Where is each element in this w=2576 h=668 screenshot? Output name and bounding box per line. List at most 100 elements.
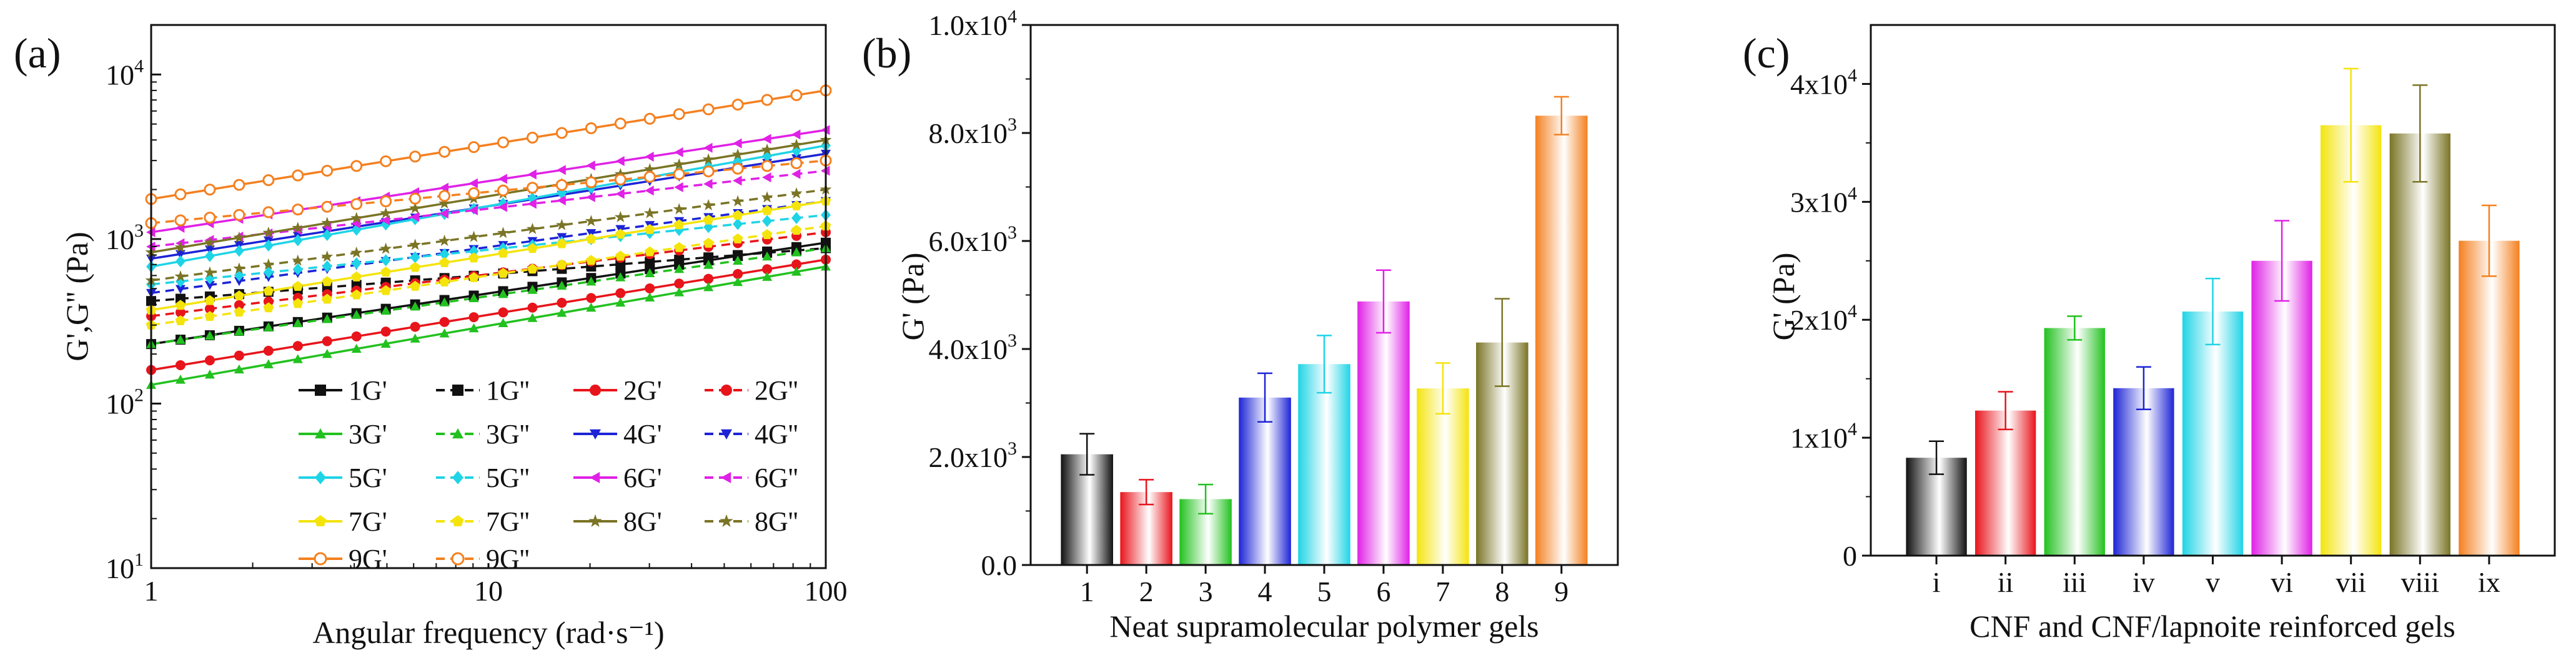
series-1-point-17 <box>645 257 655 267</box>
legend-entry-11: 6G'' <box>705 463 798 493</box>
series-10-point-22 <box>791 129 801 140</box>
series-5-point-20 <box>733 255 743 265</box>
series-12-point-15 <box>585 233 597 243</box>
a-ytick-base: 10 <box>106 223 134 255</box>
legend-label: 4G' <box>623 419 662 449</box>
c-bar-7 <box>2389 133 2450 556</box>
series-2-point-21 <box>762 264 773 275</box>
series-16-point-17 <box>643 112 656 125</box>
b-xtick-label-5: 6 <box>1376 576 1390 607</box>
legend-swatch-marker <box>590 385 601 396</box>
panel-a-legend: 1G' 1G'' 2G' 2G'' 3G' 3G'' 4G' 4G'' 5G' 5G'' 6G' 6G… <box>294 370 825 574</box>
a-ytick-exp: 3 <box>134 220 144 241</box>
legend-entry-12: 7G' <box>299 506 387 537</box>
series-12-point-1 <box>175 300 186 310</box>
a-ytick-label: 104 <box>106 56 144 91</box>
series-line-17 <box>151 159 826 225</box>
series-4-point-3 <box>234 364 244 374</box>
series-14-point-9 <box>409 202 422 214</box>
legend-swatch-marker <box>451 552 465 566</box>
legend-swatch-marker <box>315 471 326 484</box>
series-12-point-14 <box>557 238 567 248</box>
series-2-point-6 <box>322 336 332 346</box>
series-4-point-7 <box>351 343 362 353</box>
series-2-point-9 <box>410 322 420 332</box>
b-xtick-label-3: 4 <box>1258 576 1272 607</box>
series-17-point-8 <box>380 195 392 207</box>
series-16-point-22 <box>790 89 803 101</box>
series-4-point-4 <box>263 359 274 368</box>
series-16-point-7 <box>350 160 363 172</box>
legend-label: 8G' <box>623 506 662 537</box>
legend-entry-10: 6G' <box>573 463 662 493</box>
series-11-point-22 <box>791 169 801 179</box>
series-13-point-15 <box>585 255 597 265</box>
b-bar-3 <box>1239 397 1291 565</box>
series-15-point-15 <box>585 215 597 227</box>
c-ytick-exp: 4 <box>1848 301 1857 322</box>
series-2-point-4 <box>263 345 274 356</box>
series-12-point-12 <box>498 247 508 258</box>
legend-label: 3G' <box>349 419 387 449</box>
legend-entry-0: 1G' <box>299 375 387 406</box>
series-11-point-14 <box>557 195 566 206</box>
series-1-point-20 <box>733 250 743 260</box>
series-2-point-7 <box>351 331 362 341</box>
series-2-point-14 <box>557 298 567 308</box>
series-13-point-11 <box>468 272 479 282</box>
c-bar-4 <box>2182 312 2244 556</box>
panel-c-x-axis-label: CNF and CNF/lapnoite reinforced gels <box>1969 609 2455 644</box>
series-4-point-20 <box>733 277 743 287</box>
series-17-point-22 <box>790 157 803 170</box>
a-ytick-label: 103 <box>106 220 144 255</box>
legend-label: 6G'' <box>755 463 798 493</box>
series-16-point-9 <box>409 150 422 163</box>
b-ytick-times: x10 <box>964 333 1008 365</box>
legend-swatch-marker <box>315 428 326 439</box>
series-2-point-11 <box>468 312 479 323</box>
series-17-point-4 <box>262 206 275 219</box>
legend-label: 2G' <box>623 375 662 406</box>
series-2-point-5 <box>292 341 303 351</box>
series-14-point-4 <box>262 226 275 238</box>
series-16-point-11 <box>468 141 480 154</box>
series-11-point-16 <box>615 189 625 199</box>
series-15-point-14 <box>555 219 568 230</box>
b-xtick-label-7: 8 <box>1495 576 1509 607</box>
legend-label: 1G' <box>349 375 387 406</box>
series-10-point-15 <box>586 160 595 171</box>
series-1-point-18 <box>674 254 685 265</box>
series-4-point-6 <box>322 349 332 358</box>
series-3-point-4 <box>263 297 274 307</box>
series-15-point-22 <box>790 187 803 199</box>
legend-label: 6G' <box>623 463 662 493</box>
series-17-point-10 <box>438 190 451 202</box>
series-14-point-3 <box>233 231 245 243</box>
series-11-point-12 <box>498 202 507 212</box>
a-ytick-base: 10 <box>106 553 134 584</box>
c-ytick-label-1: 1x104 <box>1790 419 1857 454</box>
series-15-point-19 <box>702 199 715 210</box>
b-ytick-mantissa: 8.0 <box>929 117 965 149</box>
legend-entry-6: 4G' <box>573 419 662 449</box>
series-9-point-9 <box>410 251 420 263</box>
series-1-point-19 <box>703 252 714 263</box>
series-13-point-1 <box>175 315 186 325</box>
series-line-8 <box>151 144 826 268</box>
series-2-point-19 <box>703 273 714 284</box>
panel-c-ticks: i ii iii iv v vi vii viii ix01x1042x1043x1044x10… <box>1790 65 2500 598</box>
panel-a-series-lines <box>151 89 826 386</box>
series-line-2 <box>151 258 826 371</box>
series-13-point-12 <box>498 268 508 278</box>
series-17-point-15 <box>585 176 597 189</box>
series-14-point-19 <box>702 153 715 165</box>
series-5-point-3 <box>234 327 244 336</box>
series-4-point-12 <box>498 318 508 328</box>
series-4-point-13 <box>527 313 538 322</box>
legend-swatch-marker <box>452 471 463 484</box>
c-bar-2 <box>2044 328 2105 556</box>
series-17-point-21 <box>761 160 773 172</box>
series-2-point-22 <box>791 259 802 270</box>
series-12-point-2 <box>204 295 215 305</box>
series-17-point-12 <box>497 184 509 197</box>
